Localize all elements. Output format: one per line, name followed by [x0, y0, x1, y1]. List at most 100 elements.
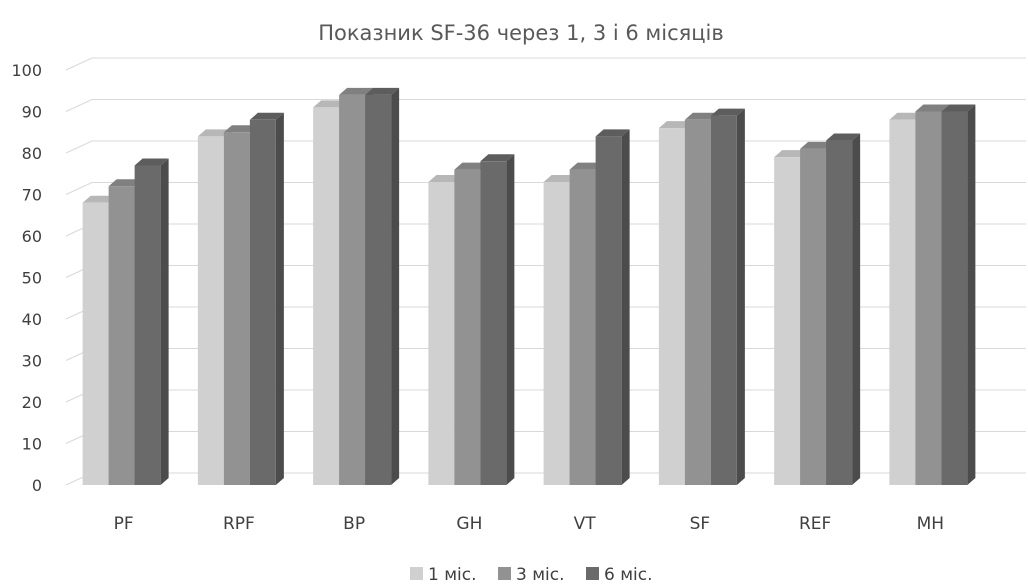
bar — [710, 108, 745, 486]
bar-front — [480, 161, 507, 486]
bar — [595, 129, 630, 485]
y-tick-label: 30 — [22, 352, 42, 371]
bar — [365, 87, 400, 486]
bar-front — [569, 169, 596, 485]
bar-front — [826, 140, 853, 486]
bar-side — [621, 129, 630, 485]
bar-front — [197, 136, 224, 485]
bar — [941, 104, 976, 485]
bar-front — [800, 148, 827, 485]
x-category-label: VT — [574, 514, 597, 534]
bar-front — [428, 182, 455, 486]
bar-front — [108, 186, 135, 485]
bar-front — [313, 107, 340, 485]
bar-top — [941, 104, 976, 112]
bar — [134, 158, 169, 485]
bar-top — [428, 175, 463, 183]
bar-front — [710, 115, 737, 486]
bar-front — [774, 157, 801, 485]
bar-front — [134, 165, 161, 485]
bar-front — [595, 136, 622, 485]
legend-label: 1 міс. — [428, 565, 477, 585]
bar-front — [365, 94, 392, 486]
x-category-label: REF — [799, 514, 831, 534]
legend-label: 6 міс. — [604, 565, 653, 585]
y-tick-label: 80 — [22, 144, 42, 163]
bar-side — [852, 133, 861, 486]
x-category-label: SF — [690, 514, 711, 534]
bar-side — [160, 158, 169, 485]
y-tick-label: 60 — [22, 227, 42, 246]
x-category-label: MH — [917, 514, 944, 534]
x-axis-category-labels: PF RPF BP GH VT SF REF MH — [114, 514, 944, 534]
bar-top — [543, 175, 578, 183]
legend-swatch — [586, 567, 599, 580]
legend-item: 3 міс. — [498, 565, 565, 585]
bar-top — [108, 179, 143, 187]
bar-top — [889, 112, 924, 120]
bar — [480, 154, 515, 486]
bar-top — [480, 154, 515, 162]
bar-front — [249, 119, 276, 486]
bar-front — [339, 94, 366, 486]
bar-top — [800, 141, 835, 149]
bar-side — [736, 108, 745, 486]
gridline-side — [65, 57, 93, 71]
legend-item: 1 міс. — [410, 565, 477, 585]
bar-top — [134, 158, 169, 166]
bar-top — [197, 129, 232, 137]
y-axis-tick-labels: 0 10 20 30 40 50 60 70 80 90 100 — [11, 61, 42, 495]
bar-top — [826, 133, 861, 141]
bar — [826, 133, 861, 486]
legend-swatch — [498, 567, 511, 580]
bar-top — [82, 195, 117, 203]
y-tick-label: 0 — [32, 476, 42, 495]
bar-front — [223, 132, 250, 485]
y-tick-label: 40 — [22, 310, 42, 329]
y-tick-label: 50 — [22, 269, 42, 288]
bar-top — [595, 129, 630, 137]
bar-side — [391, 87, 400, 486]
bar-top — [249, 112, 284, 120]
bar-top — [915, 104, 950, 112]
bar-front — [941, 111, 968, 485]
bar-front — [915, 111, 942, 485]
bar-side — [967, 104, 976, 485]
y-tick-label: 70 — [22, 186, 42, 205]
bar-front — [543, 182, 570, 486]
bar-front — [82, 202, 109, 486]
gridline-side — [65, 99, 93, 112]
bar-top — [365, 87, 400, 95]
x-category-label: BP — [343, 514, 365, 534]
bar-front — [658, 128, 685, 485]
y-tick-label: 90 — [22, 103, 42, 122]
bar-top — [313, 100, 348, 108]
bar-top — [454, 162, 489, 170]
y-tick-label: 20 — [22, 393, 42, 412]
bar-front — [684, 119, 711, 486]
legend-swatch — [410, 567, 423, 580]
bar-front — [889, 119, 916, 486]
bar-side — [275, 112, 284, 486]
chart-title: Показник SF-36 через 1, 3 і 6 місяців — [318, 21, 724, 45]
gridline-side — [65, 140, 93, 154]
bar-top — [710, 108, 745, 116]
x-category-label: PF — [114, 514, 134, 534]
bar — [249, 112, 284, 486]
bars — [82, 87, 976, 486]
legend-item: 6 міс. — [586, 565, 653, 585]
gridline-side — [65, 182, 93, 195]
y-tick-label: 100 — [11, 61, 42, 80]
x-category-label: RPF — [223, 514, 255, 534]
bar-top — [658, 121, 693, 129]
bar-side — [506, 154, 515, 486]
bar-top — [774, 150, 809, 158]
legend: 1 міс. 3 міс. 6 міс. — [410, 565, 653, 585]
y-tick-label: 10 — [22, 435, 42, 454]
bar-front — [454, 169, 481, 485]
x-category-label: GH — [456, 514, 482, 534]
bar-top — [339, 87, 374, 95]
legend-label: 3 міс. — [516, 565, 565, 585]
bar-top — [569, 162, 604, 170]
